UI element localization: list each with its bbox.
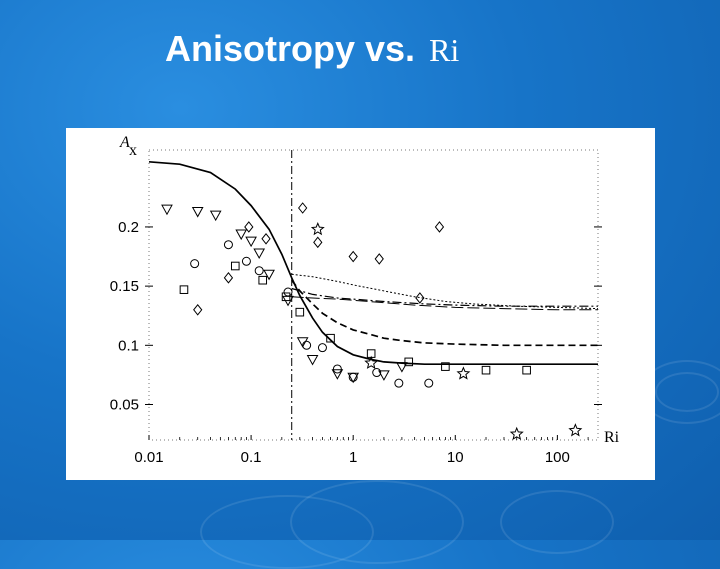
marker-square (258, 275, 268, 285)
marker-circle (332, 364, 342, 374)
x-axis-label: Ri (604, 429, 620, 446)
marker-triangle (263, 269, 275, 281)
curve-long-dash (291, 296, 598, 311)
marker-circle (302, 340, 312, 350)
y-tick-label: 0.2 (118, 219, 139, 236)
marker-diamond (261, 232, 271, 245)
curve-dotted (291, 273, 599, 310)
marker-circle (394, 378, 404, 388)
curve-solid (148, 160, 598, 366)
marker-star (456, 366, 471, 380)
marker-diamond (223, 272, 234, 284)
x-tick-label: 0.01 (134, 449, 163, 466)
marker-circle (254, 266, 264, 276)
marker-triangle (161, 204, 173, 216)
marker-diamond (415, 292, 425, 304)
curve-dash-dot (291, 287, 598, 307)
slide-title: Anisotropy vs. Ri (165, 28, 459, 76)
marker-square (404, 357, 414, 367)
x-tick-label: 10 (447, 449, 464, 466)
marker-circle (348, 372, 358, 382)
y-axis-label: A (119, 134, 130, 151)
y-tick-label: 0.15 (110, 278, 139, 295)
marker-square (481, 365, 491, 375)
y-axis-label-subscript: x (129, 142, 137, 159)
marker-triangle (331, 369, 344, 380)
marker-diamond (374, 253, 384, 265)
ripple-decoration (655, 372, 719, 412)
marker-square (441, 362, 450, 371)
marker-circle (283, 287, 293, 297)
marker-square (230, 261, 240, 271)
plot-frame (148, 149, 599, 441)
marker-circle (223, 240, 233, 250)
marker-square (179, 285, 189, 294)
anisotropy-chart: 0.01 0.1 1 10 100 0.05 0.1 0.15 0.2 Ri A x (110, 134, 620, 466)
marker-circle (317, 343, 327, 353)
marker-diamond (434, 221, 445, 233)
marker-circle (424, 378, 434, 388)
x-tick-label: 100 (545, 449, 570, 466)
marker-diamond (244, 221, 254, 233)
marker-star (364, 355, 379, 369)
marker-triangle (235, 229, 248, 241)
marker-triangle (253, 248, 266, 260)
curve-dashed (291, 279, 598, 347)
y-tick-label: 0.1 (118, 337, 139, 354)
x-tick-label: 1 (349, 449, 357, 466)
marker-triangle (378, 370, 390, 381)
marker-triangle (296, 337, 309, 348)
marker-square (326, 333, 335, 343)
marker-circle (190, 259, 200, 269)
ripple-decoration (500, 490, 614, 554)
marker-triangle (245, 236, 257, 248)
marker-star (509, 426, 524, 440)
marker-triangle (306, 355, 319, 366)
x-tick-label: 0.1 (241, 449, 262, 466)
marker-circle (241, 256, 251, 266)
title-symbol: Ri (429, 32, 460, 68)
title-text: Anisotropy vs. (165, 28, 416, 69)
ripple-decoration (290, 480, 464, 564)
marker-diamond (313, 236, 323, 249)
marker-diamond (298, 202, 308, 214)
marker-diamond (193, 303, 203, 316)
marker-star (568, 423, 583, 437)
y-tick-label: 0.05 (110, 396, 139, 413)
marker-square (295, 307, 305, 317)
marker-star (310, 222, 325, 236)
marker-diamond (348, 250, 358, 263)
marker-triangle (209, 210, 222, 222)
marker-triangle (191, 207, 204, 218)
marker-triangle (396, 362, 408, 373)
marker-square (522, 365, 531, 375)
marker-circle (372, 368, 382, 378)
marker-square (281, 292, 291, 302)
